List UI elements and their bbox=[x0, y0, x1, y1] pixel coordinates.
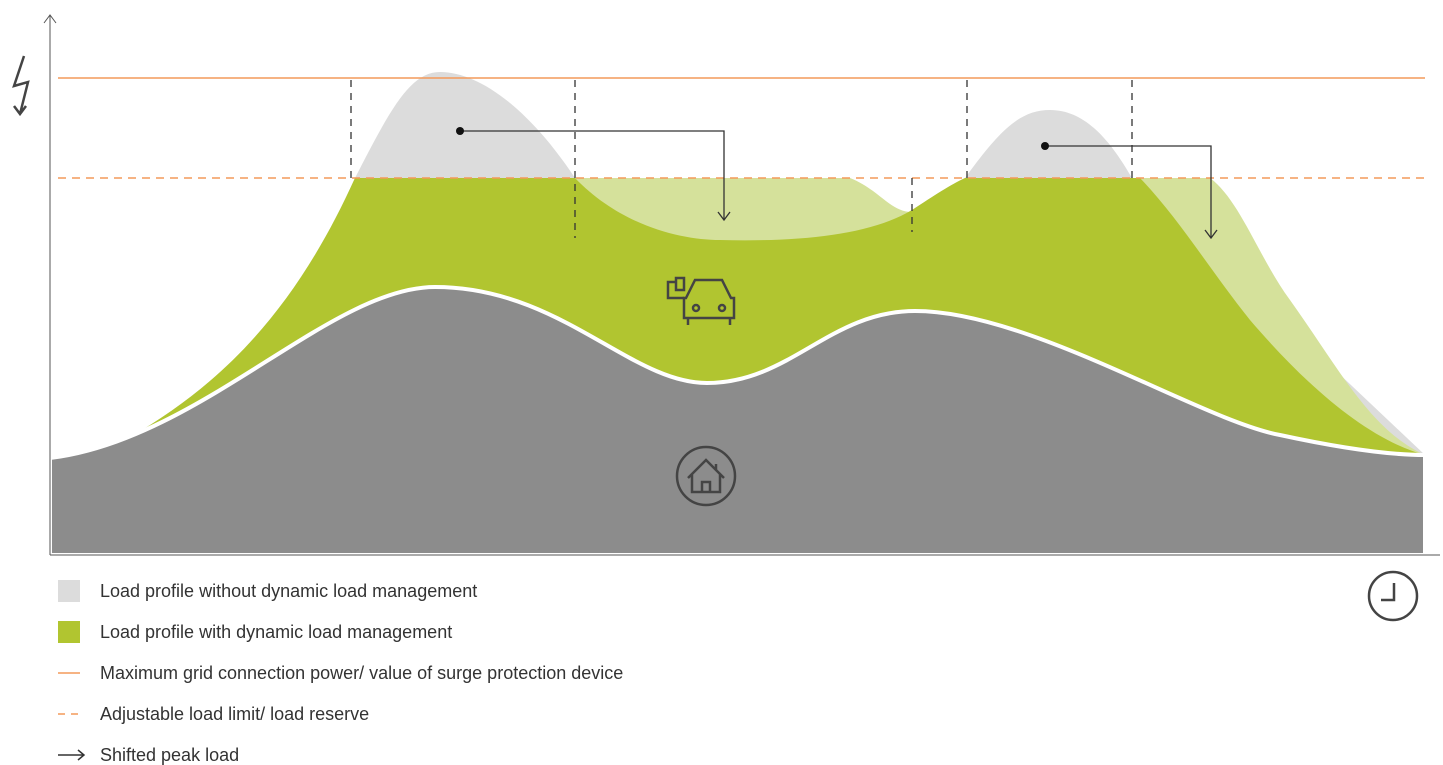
y-axis-arrow bbox=[43, 14, 57, 24]
legend-label: Maximum grid connection power/ value of … bbox=[100, 663, 623, 683]
legend-swatch bbox=[58, 580, 80, 602]
peak-markers bbox=[350, 80, 1133, 238]
arrow-dot bbox=[456, 127, 464, 135]
legend-label: Load profile without dynamic load manage… bbox=[100, 581, 477, 601]
legend-label: Adjustable load limit/ load reserve bbox=[100, 704, 369, 724]
household-load bbox=[48, 284, 1427, 557]
arrow-dot bbox=[1041, 142, 1049, 150]
time-icon bbox=[1367, 570, 1419, 622]
legend-label: Load profile with dynamic load managemen… bbox=[100, 622, 452, 642]
legend-label: Shifted peak load bbox=[100, 745, 239, 765]
legend-swatch bbox=[58, 749, 86, 761]
power-icon bbox=[12, 55, 30, 117]
house-icon bbox=[675, 445, 737, 507]
car-icon bbox=[666, 276, 736, 325]
legend-swatch bbox=[58, 621, 80, 643]
shift-arrows bbox=[460, 130, 1218, 240]
